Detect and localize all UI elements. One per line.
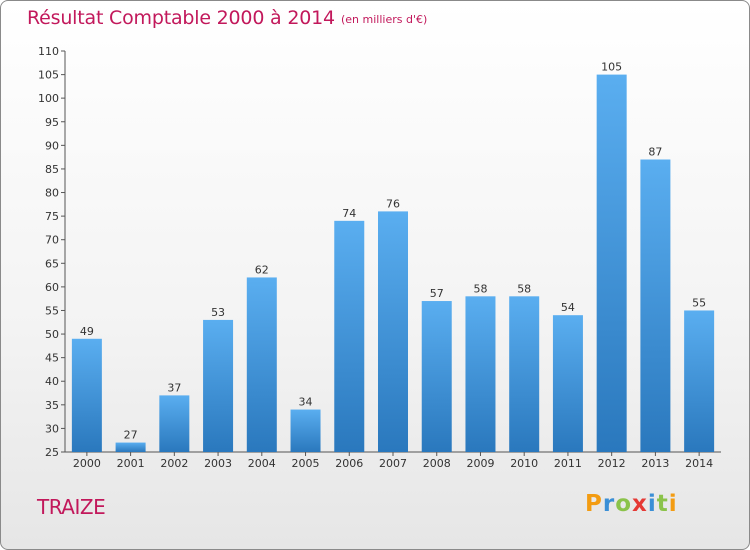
bar-2000 — [71, 338, 102, 452]
y-tick-label: 70 — [45, 234, 59, 247]
value-label-2010: 58 — [517, 282, 531, 295]
bar-2004 — [246, 277, 277, 452]
value-label-2014: 55 — [692, 296, 706, 309]
y-tick-label: 95 — [45, 116, 59, 129]
bar-2006 — [334, 220, 365, 452]
x-tick-label-2006: 2006 — [335, 457, 363, 470]
x-tick-label-2014: 2014 — [685, 457, 713, 470]
x-tick-label-2004: 2004 — [248, 457, 276, 470]
logo-letter: t — [656, 491, 669, 517]
proxiti-logo: Proxiti — [585, 491, 678, 517]
x-tick-label-2002: 2002 — [160, 457, 188, 470]
bar-2007 — [378, 211, 408, 452]
value-label-2005: 34 — [299, 396, 313, 409]
bar-2002 — [159, 395, 190, 452]
bar-2010 — [509, 296, 540, 452]
x-tick-label-2012: 2012 — [598, 457, 626, 470]
logo-letter: i — [647, 491, 657, 517]
bar-2008 — [421, 301, 452, 452]
y-tick-label: 50 — [45, 328, 59, 341]
x-tick-label-2005: 2005 — [292, 457, 320, 470]
place-name: TRAIZE — [37, 495, 106, 519]
x-tick-label-2007: 2007 — [379, 457, 407, 470]
value-label-2012: 105 — [601, 61, 622, 74]
value-label-2001: 27 — [124, 429, 138, 442]
value-label-2004: 62 — [255, 263, 269, 276]
y-tick-label: 65 — [45, 257, 59, 270]
chart-subtitle: (en milliers d'€) — [341, 13, 428, 26]
x-tick-label-2003: 2003 — [204, 457, 232, 470]
y-tick-label: 105 — [38, 69, 59, 82]
logo-letter: o — [615, 491, 633, 517]
value-label-2008: 57 — [430, 287, 444, 300]
x-tick-label-2011: 2011 — [554, 457, 582, 470]
y-tick-label: 45 — [45, 352, 59, 365]
y-tick-label: 85 — [45, 163, 59, 176]
bar-2013 — [640, 159, 671, 452]
logo-letter: i — [668, 491, 678, 517]
bar-2011 — [552, 315, 583, 452]
y-tick-label: 40 — [45, 375, 59, 388]
bar-2001 — [115, 442, 146, 452]
bar-2003 — [203, 319, 234, 452]
value-label-2003: 53 — [211, 306, 225, 319]
y-tick-label: 100 — [38, 92, 59, 105]
x-tick-label-2010: 2010 — [510, 457, 538, 470]
y-tick-label: 30 — [45, 422, 59, 435]
y-tick-label: 90 — [45, 139, 59, 152]
bar-2014 — [684, 310, 715, 452]
chart-title: Résultat Comptable 2000 à 2014 — [27, 7, 335, 29]
x-tick-label-2009: 2009 — [466, 457, 494, 470]
y-tick-label: 25 — [45, 446, 59, 459]
bar-2005 — [290, 409, 321, 452]
logo-letter: r — [602, 491, 616, 517]
bar-2012 — [596, 74, 627, 453]
y-tick-label: 35 — [45, 399, 59, 412]
y-tick-label: 55 — [45, 304, 59, 317]
value-label-2007: 76 — [386, 197, 400, 210]
x-tick-label-2001: 2001 — [117, 457, 145, 470]
value-label-2013: 87 — [648, 146, 662, 159]
y-tick-label: 80 — [45, 187, 59, 200]
value-label-2000: 49 — [80, 325, 94, 338]
x-tick-label-2008: 2008 — [423, 457, 451, 470]
logo-letter: P — [585, 491, 603, 517]
logo-letter: x — [632, 491, 648, 517]
value-label-2002: 37 — [167, 381, 181, 394]
value-label-2009: 58 — [473, 282, 487, 295]
value-label-2011: 54 — [561, 301, 575, 314]
x-tick-label-2000: 2000 — [73, 457, 101, 470]
bar-2009 — [465, 296, 496, 452]
x-tick-label-2013: 2013 — [641, 457, 669, 470]
y-tick-label: 60 — [45, 281, 59, 294]
y-tick-label: 75 — [45, 210, 59, 223]
y-tick-label: 110 — [38, 45, 59, 58]
value-label-2006: 74 — [342, 207, 356, 220]
